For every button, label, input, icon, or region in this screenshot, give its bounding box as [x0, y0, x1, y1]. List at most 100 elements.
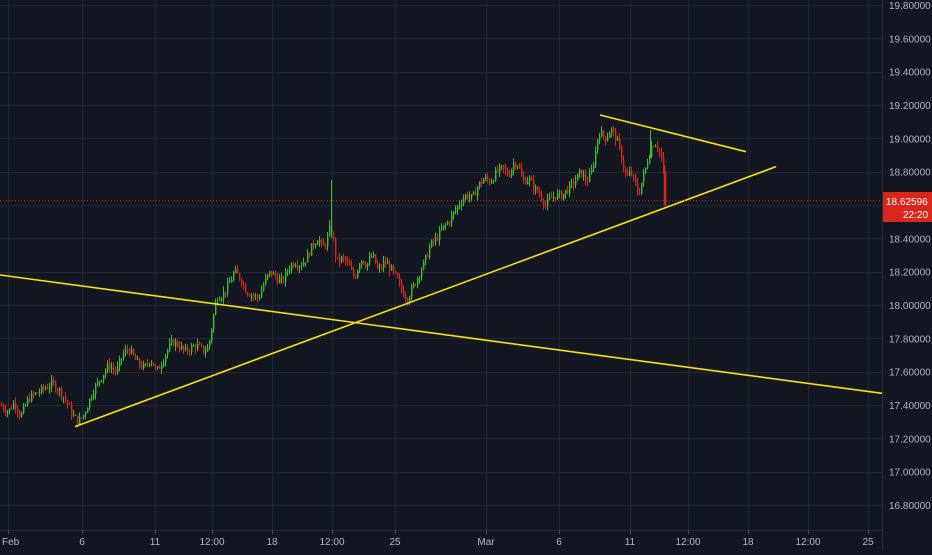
candle-body: [623, 160, 625, 168]
candle-body: [3, 405, 5, 410]
candle-body: [531, 178, 533, 181]
candle-body: [437, 237, 439, 241]
candle-body: [341, 256, 343, 262]
candle-body: [517, 166, 519, 168]
candle-body: [545, 205, 547, 207]
candle-body: [209, 340, 211, 347]
candlestick-series: [1, 125, 667, 428]
candle-body: [465, 195, 467, 200]
candle-body: [629, 171, 631, 176]
candle-body: [483, 179, 485, 184]
candle-body: [435, 237, 437, 242]
candle-body: [223, 291, 225, 299]
candle-body: [537, 186, 539, 193]
x-axis-tick-label: Feb: [2, 537, 20, 548]
candle-body: [573, 181, 575, 185]
candle-body: [113, 367, 115, 370]
candle-body: [585, 174, 587, 182]
candle-body: [489, 179, 491, 184]
candle-body: [343, 256, 345, 258]
candle-body: [539, 192, 541, 195]
candle-body: [135, 355, 137, 360]
candle-body: [217, 300, 219, 302]
candle-body: [479, 181, 481, 188]
y-axis-tick-label: 19.20000: [889, 101, 931, 112]
candle-body: [567, 190, 569, 194]
candle-body: [111, 367, 113, 369]
candle-body: [455, 209, 457, 212]
candle-body: [529, 178, 531, 181]
candle-body: [29, 398, 31, 402]
candle-body: [61, 388, 63, 398]
candle-body: [231, 279, 233, 283]
candle-body: [371, 256, 373, 258]
candle-body: [169, 343, 171, 351]
candle-body: [153, 362, 155, 367]
candle-body: [595, 151, 597, 166]
trendline[interactable]: [599, 114, 747, 153]
y-axis[interactable]: 16.80000 17.00000 17.20000 17.40000 17.60000…: [889, 1, 931, 512]
candle-body: [355, 276, 357, 278]
x-axis-tick-label: Mar: [477, 537, 495, 548]
y-axis-tick-label: 18.80000: [889, 168, 931, 179]
candle-body: [625, 167, 627, 174]
candle-body: [525, 180, 527, 184]
candle-body: [123, 353, 125, 359]
candle-body: [349, 261, 351, 266]
candle-body: [253, 295, 255, 297]
candle-body: [403, 289, 405, 297]
candle-body: [321, 240, 323, 243]
grid: [0, 0, 882, 530]
candle-body: [163, 362, 165, 366]
candle-body: [21, 412, 23, 417]
x-axis-tick-label: 6: [79, 537, 85, 548]
candle-body: [215, 301, 217, 315]
candle-body: [187, 347, 189, 352]
candle-body: [417, 278, 419, 285]
candle-body: [133, 349, 135, 356]
trendline[interactable]: [74, 165, 777, 428]
candle-body: [373, 254, 375, 257]
x-axis-tick-label: 12:00: [795, 537, 820, 548]
candle-body: [291, 264, 293, 270]
y-axis-tick-label: 19.00000: [889, 134, 931, 145]
price-label-value: 18.62596: [886, 197, 928, 208]
candle-body: [421, 269, 423, 277]
candle-body: [581, 169, 583, 177]
candle-body: [193, 345, 195, 347]
candle-body: [383, 261, 385, 268]
candle-body: [95, 384, 97, 395]
y-axis-tick-label: 17.20000: [889, 434, 931, 445]
candle-body: [643, 172, 645, 183]
candle-body: [299, 266, 301, 268]
candle-body: [499, 165, 501, 172]
candle-body: [541, 194, 543, 201]
candle-body: [491, 182, 493, 184]
candle-body: [265, 277, 267, 285]
candle-body: [261, 290, 263, 298]
candle-body: [401, 282, 403, 290]
candle-body: [631, 171, 633, 176]
trendline[interactable]: [0, 274, 883, 395]
candle-body: [99, 381, 101, 383]
candle-body: [57, 390, 59, 392]
x-axis[interactable]: Feb 6 11 12:00 18 12:00 25 Mar 6 11 12:00 18 12:00 25: [2, 530, 874, 548]
candle-body: [159, 366, 161, 369]
candle-body: [25, 404, 27, 406]
candle-body: [415, 283, 417, 285]
candle-body: [293, 264, 295, 267]
candle-body: [637, 182, 639, 193]
candle-body: [211, 329, 213, 341]
candle-body: [109, 363, 111, 369]
candle-body: [481, 181, 483, 184]
candle-body: [591, 168, 593, 174]
candle-body: [59, 388, 61, 391]
candle-body: [449, 222, 451, 224]
trendlines[interactable]: [0, 114, 883, 428]
candle-body: [203, 345, 205, 353]
candle-body: [197, 343, 199, 349]
candle-body: [593, 165, 595, 169]
